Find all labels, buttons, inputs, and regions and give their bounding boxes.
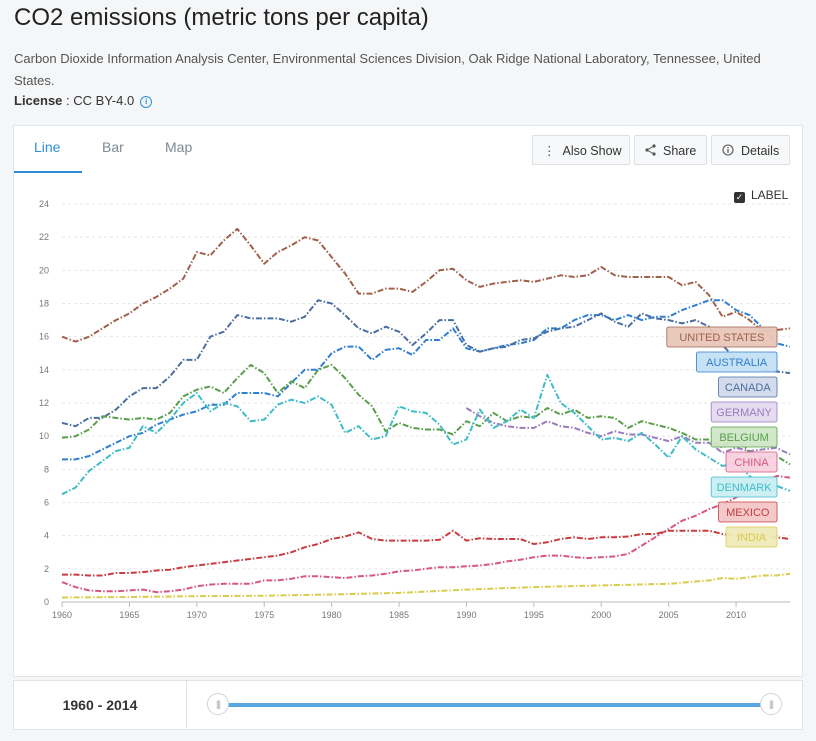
also-show-button[interactable]: ⋮ Also Show [532, 135, 630, 165]
y-tick-label: 20 [39, 265, 49, 275]
y-tick-label: 0 [44, 597, 49, 607]
y-tick-label: 6 [44, 498, 49, 508]
x-tick-label: 1975 [254, 610, 274, 620]
series-line-china[interactable] [61, 475, 791, 594]
y-tick-label: 16 [39, 332, 49, 342]
series-label-belgium: BELGIUM [710, 426, 778, 448]
y-tick-label: 24 [39, 199, 49, 209]
series-line-denmark[interactable] [61, 373, 791, 496]
chart-card: Line Bar Map ⋮ Also Show Share Details ✓ L… [13, 125, 803, 677]
license-value: CC BY-4.0 [73, 93, 135, 108]
label-toggle-text: LABEL [751, 188, 789, 202]
y-tick-label: 4 [44, 531, 49, 541]
series-label-box [696, 351, 778, 373]
range-slider-track[interactable] [219, 703, 776, 707]
info-icon[interactable]: i [140, 96, 153, 108]
tab-line[interactable]: Line [34, 139, 61, 155]
series-label-box [710, 401, 778, 423]
series-line-canada[interactable] [61, 299, 791, 428]
x-tick-label: 1960 [52, 610, 72, 620]
more-vertical-icon: ⋮ [543, 144, 556, 158]
label-toggle[interactable]: ✓ LABEL [734, 188, 788, 203]
series-label-india: INDIA [725, 526, 778, 548]
x-tick-label: 1995 [524, 610, 544, 620]
x-tick-label: 1990 [456, 610, 476, 620]
y-tick-label: 8 [44, 464, 49, 474]
year-range: 1960 - 2014 [14, 681, 187, 729]
also-show-label: Also Show [562, 144, 622, 158]
series-line-belgium[interactable] [61, 363, 791, 466]
series-label-box [710, 426, 778, 448]
tab-map[interactable]: Map [165, 139, 193, 155]
series-label-box [718, 376, 778, 398]
y-tick-label: 10 [39, 431, 49, 441]
active-tab-indicator [14, 171, 82, 173]
series-lines [61, 227, 791, 599]
series-label-china: CHINA [725, 451, 778, 473]
series-label-text: UNITED STATES [679, 332, 764, 344]
y-tick-label: 22 [39, 232, 49, 242]
series-label-box [725, 526, 778, 548]
series-label-united-states: UNITED STATES [666, 326, 778, 348]
range-slider-start-handle[interactable]: ||| [207, 693, 229, 715]
x-tick-label: 1980 [322, 610, 342, 620]
share-label: Share [663, 144, 697, 158]
x-tick-label: 2000 [591, 610, 611, 620]
series-label-box [666, 326, 778, 348]
series-labels: UNITED STATES AUSTRALIA CANADA GERMANY BELGI… [666, 326, 778, 548]
series-label-text: MEXICO [726, 507, 770, 519]
range-slider-end-handle[interactable]: ||| [760, 693, 782, 715]
x-tick-label: 2010 [726, 610, 746, 620]
series-label-canada: CANADA [718, 376, 778, 398]
series-line-united-states[interactable] [61, 227, 791, 343]
x-tick-label: 1970 [187, 610, 207, 620]
series-label-germany: GERMANY [710, 401, 778, 423]
details-label: Details [741, 144, 780, 158]
series-label-text: BELGIUM [719, 432, 769, 444]
series-label-australia: AUSTRALIA [696, 351, 778, 373]
tab-bar[interactable]: Bar [102, 139, 124, 155]
series-label-text: INDIA [737, 532, 767, 544]
series-label-text: CANADA [725, 382, 772, 394]
range-end: 2014 [106, 697, 138, 713]
share-icon [645, 136, 656, 166]
gridlines [62, 203, 790, 603]
series-label-denmark: DENMARK [710, 476, 778, 498]
series-label-box [710, 476, 778, 498]
details-button[interactable]: Details [711, 135, 790, 165]
license-separator: : [62, 93, 74, 108]
share-button[interactable]: Share [634, 135, 707, 165]
series-label-box [725, 451, 778, 473]
x-tick-label: 2005 [659, 610, 679, 620]
series-label-text: AUSTRALIA [706, 357, 768, 369]
y-tick-label: 2 [44, 564, 49, 574]
page-title: CO2 emissions (metric tons per capita) [14, 4, 429, 31]
y-tick-label: 18 [39, 299, 49, 309]
series-line-germany[interactable] [465, 407, 791, 456]
source-text: Carbon Dioxide Information Analysis Cent… [14, 51, 761, 88]
series-label-text: CHINA [734, 457, 769, 469]
info-circle-icon [722, 136, 734, 166]
checkbox-icon[interactable]: ✓ [734, 192, 745, 203]
x-tick-label: 1965 [119, 610, 139, 620]
y-tick-label: 12 [39, 398, 49, 408]
x-tick-label: 1985 [389, 610, 409, 620]
range-start: 1960 [62, 697, 94, 713]
series-label-text: DENMARK [717, 482, 773, 494]
series-line-india[interactable] [61, 572, 791, 599]
series-label-mexico: MEXICO [718, 501, 778, 523]
license: License : CC BY-4.0 i [14, 93, 153, 108]
time-range-footer: 1960 - 2014 ||| ||| [13, 680, 803, 730]
series-line-australia[interactable] [62, 299, 791, 461]
y-tick-label: 14 [39, 365, 49, 375]
license-label: License [14, 93, 63, 108]
series-line-mexico[interactable] [62, 529, 791, 577]
range-separator: - [93, 697, 107, 713]
series-label-box [718, 501, 778, 523]
series-label-text: GERMANY [716, 407, 772, 419]
